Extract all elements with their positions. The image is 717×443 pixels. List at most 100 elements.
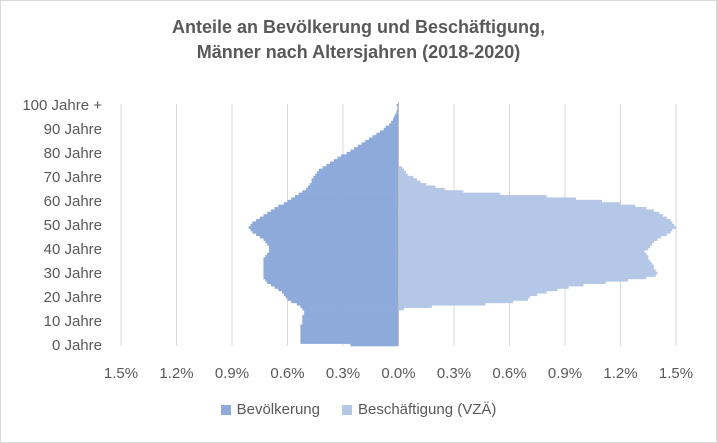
y-tick-label-30: 30 Jahre (44, 265, 102, 282)
x-tick-labels: 1.5% 1.2% 0.9% 0.6% 0.3% 0.0% 0.3% 0.6% 0.9% 1.2%… (104, 365, 693, 382)
legend: Bevölkerung Beschäftigung (VZÄ) (1, 401, 716, 418)
bar-bevoelkerung-age-30 (263, 271, 399, 275)
x-tick-label-6: 0.3% (437, 365, 471, 382)
bar-beschaeftigung-age-20 (398, 295, 530, 299)
bar-bevoelkerung-age-33 (263, 264, 399, 268)
bar-bevoelkerung-age-18 (291, 300, 399, 304)
bar-bevoelkerung-age-16 (300, 305, 399, 308)
bar-bevoelkerung-age-14 (304, 310, 399, 313)
bar-beschaeftigung-age-69 (398, 178, 417, 181)
bar-bevoelkerung-age-2 (300, 338, 399, 342)
chart-title-line-2: Männer nach Altersjahren (2018-2020) (196, 42, 521, 62)
bar-bevoelkerung-age-63 (298, 192, 399, 196)
bar-bevoelkerung-age-78 (337, 156, 399, 160)
bar-beschaeftigung-age-26 (398, 281, 606, 285)
bar-beschaeftigung-age-59 (398, 202, 621, 205)
bar-bevoelkerung-age-55 (267, 211, 399, 215)
bar-bevoelkerung-age-34 (263, 262, 399, 265)
bar-bevoelkerung-age-66 (307, 185, 399, 189)
bar-bevoelkerung-age-89 (380, 130, 399, 134)
bar-beschaeftigung-age-24 (398, 286, 569, 289)
y-tick-label-60: 60 Jahre (44, 193, 102, 210)
bar-bevoelkerung-age-87 (372, 135, 399, 138)
bar-beschaeftigung-age-47 (398, 230, 671, 234)
bar-bevoelkerung-age-37 (265, 254, 399, 258)
x-tick-label-8: 0.9% (548, 365, 582, 382)
bar-beschaeftigung-age-55 (398, 211, 660, 215)
bar-bevoelkerung-age-20 (285, 295, 399, 299)
bar-beschaeftigung-age-16 (398, 305, 432, 308)
bar-beschaeftigung-age-58 (398, 204, 636, 208)
bar-bevoelkerung-age-11 (302, 317, 399, 320)
bar-beschaeftigung-age-18 (398, 300, 514, 304)
legend-item-bevoelkerung: Bevölkerung (220, 401, 320, 418)
bar-bevoelkerung-age-73 (318, 168, 399, 172)
bar-beschaeftigung-age-29 (398, 274, 656, 277)
bar-bevoelkerung-age-19 (287, 298, 399, 301)
bar-bevoelkerung-age-74 (322, 166, 399, 169)
bar-bevoelkerung-age-77 (333, 159, 399, 162)
bar-bevoelkerung-age-62 (294, 195, 399, 198)
bar-beschaeftigung-age-73 (398, 168, 405, 172)
bar-beschaeftigung-age-35 (398, 259, 651, 263)
bar-beschaeftigung-age-46 (398, 233, 667, 237)
bar-bevoelkerung-age-90 (383, 127, 399, 131)
bar-bevoelkerung-age-32 (263, 266, 399, 270)
bar-bevoelkerung-age-23 (278, 288, 399, 292)
bar-beschaeftigung-age-64 (398, 190, 464, 193)
bar-bevoelkerung-age-58 (278, 204, 399, 208)
bar-beschaeftigung-age-70 (398, 175, 414, 179)
bar-beschaeftigung-age-21 (398, 293, 538, 296)
bar-bevoelkerung-age-44 (263, 238, 399, 241)
bar-bevoelkerung-age-21 (283, 293, 399, 296)
bar-beschaeftigung-age-74 (398, 166, 403, 169)
bar-bevoelkerung-age-79 (341, 154, 399, 158)
bar-bevoelkerung-age-10 (302, 319, 399, 323)
bar-bevoelkerung-age-71 (315, 173, 399, 177)
bar-bevoelkerung-age-24 (274, 286, 399, 289)
bar-beschaeftigung-age-34 (398, 262, 652, 265)
bar-bevoelkerung-age-85 (365, 139, 399, 143)
bar-bevoelkerung-age-82 (354, 147, 399, 150)
bar-bevoelkerung-age-84 (361, 142, 399, 146)
bar-bevoelkerung-age-57 (274, 207, 399, 210)
bar-bevoelkerung-age-13 (304, 312, 399, 316)
y-tick-label-20: 20 Jahre (44, 289, 102, 306)
x-tick-label-4: 0.3% (326, 365, 360, 382)
bar-beschaeftigung-age-38 (398, 252, 647, 256)
bar-beschaeftigung-age-43 (398, 240, 654, 244)
y-tick-label-0: 0 Jahre (52, 337, 102, 354)
bar-beschaeftigung-age-33 (398, 264, 654, 268)
bar-beschaeftigung-age-54 (398, 214, 664, 217)
bar-bevoelkerung-age-72 (317, 171, 399, 174)
bar-bevoelkerung-age-94 (392, 118, 399, 122)
bar-bevoelkerung-age-69 (311, 178, 399, 181)
bar-bevoelkerung-age-95 (393, 115, 399, 119)
bar-bevoelkerung-age-98 (397, 108, 399, 112)
bar-beschaeftigung-age-19 (398, 298, 528, 301)
legend-item-beschaeftigung: Beschäftigung (VZÄ) (341, 401, 497, 418)
bar-bevoelkerung-age-8 (300, 324, 399, 328)
y-tick-label-80: 80 Jahre (44, 145, 102, 162)
bar-bevoelkerung-age-88 (376, 132, 399, 136)
bar-bevoelkerung-age-75 (326, 163, 399, 167)
bar-bevoelkerung-age-47 (252, 230, 399, 234)
chart-title: Anteile an Bevölkerung und Beschäftigung… (1, 15, 716, 65)
bar-beschaeftigung-age-25 (398, 283, 584, 287)
bar-beschaeftigung-age-22 (398, 290, 547, 294)
legend-swatch-bevoelkerung (220, 404, 231, 415)
bar-bevoelkerung-age-41 (269, 245, 399, 249)
bar-beschaeftigung-age-48 (398, 228, 673, 232)
bar-bevoelkerung-age-27 (265, 278, 399, 282)
bar-beschaeftigung-age-42 (398, 242, 652, 246)
legend-label-beschaeftigung: Beschäftigung (VZÄ) (357, 401, 497, 418)
bar-bevoelkerung-age-17 (296, 302, 399, 306)
x-tick-label-2: 0.9% (215, 365, 249, 382)
bar-bevoelkerung-age-7 (300, 326, 399, 330)
bar-bevoelkerung-age-64 (302, 190, 399, 193)
x-tick-label-9: 1.2% (603, 365, 637, 382)
bar-beschaeftigung-age-65 (398, 187, 445, 191)
bar-bevoelkerung-age-9 (302, 322, 399, 325)
y-tick-label-70: 70 Jahre (44, 169, 102, 186)
